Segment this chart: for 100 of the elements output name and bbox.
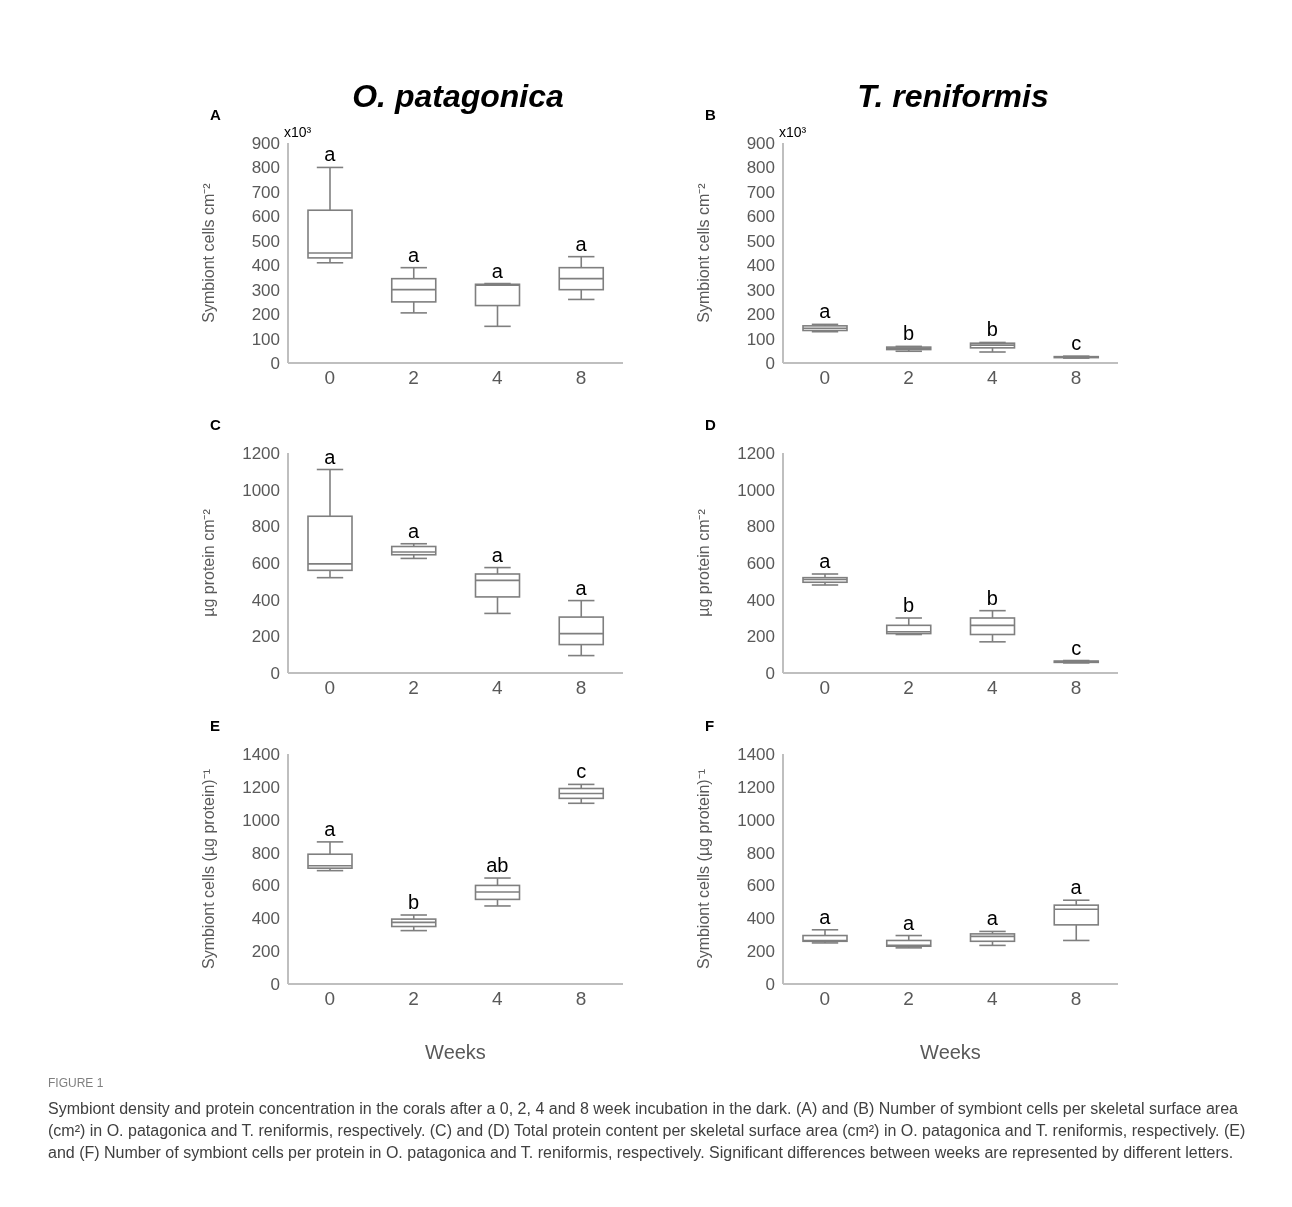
x-tick-label: 2	[903, 677, 914, 699]
x-tick-label: 4	[492, 677, 504, 699]
chart-title: T. reniformis	[856, 78, 1050, 115]
y-tick-label: 200	[746, 305, 775, 325]
y-tick-label: 700	[251, 182, 280, 202]
y-tick-label: 0	[765, 354, 775, 374]
y-tick-label: 500	[746, 231, 775, 251]
y-tick-label: 200	[251, 305, 280, 325]
y-tick-label: 0	[765, 975, 775, 995]
y-tick-label: 1400	[242, 745, 280, 765]
annotation: b	[986, 318, 998, 341]
y-tick-label: 400	[251, 590, 280, 610]
x-tick-label: 0	[819, 988, 831, 1010]
y-tick-label: 200	[251, 627, 280, 647]
y-axis-title: Symbiont cells (µg protein)⁻¹	[694, 768, 712, 970]
x-tick-label: 4	[492, 367, 504, 389]
annotation: a	[408, 243, 421, 266]
annotation: a	[903, 911, 916, 934]
annotation: c	[576, 760, 587, 783]
text: C	[210, 416, 221, 433]
y-tick-label: 300	[251, 280, 280, 300]
x-tick-label: 2	[408, 367, 419, 389]
annotation: a	[1070, 876, 1083, 899]
text: A	[210, 106, 221, 123]
y-tick-label: 600	[251, 554, 280, 574]
y-tick-label: 1200	[242, 777, 280, 797]
y-tick-label: 0	[270, 975, 280, 995]
text: E	[210, 717, 221, 734]
x-tick-label: 0	[324, 367, 336, 389]
annotation: a	[819, 905, 832, 928]
annotation: c	[1071, 636, 1082, 659]
x-tick-label: 8	[1070, 988, 1082, 1010]
y-tick-label: 200	[746, 942, 775, 962]
y-tick-label: 800	[251, 843, 280, 863]
annotation: b	[986, 586, 998, 609]
y-tick-label: 800	[746, 843, 775, 863]
y-axis-title: Symbiont cells (µg protein)⁻¹	[199, 768, 217, 970]
y-tick-label: 400	[746, 909, 775, 929]
annotation: b	[903, 322, 915, 345]
y-tick-label: 0	[765, 664, 775, 684]
y-tick-label: 800	[746, 158, 775, 178]
text: x10³	[284, 124, 312, 140]
y-tick-label: 100	[251, 329, 280, 349]
x-tick-label: 2	[903, 988, 914, 1010]
x-axis-title: Weeks	[425, 1041, 486, 1063]
y-tick-label: 400	[251, 256, 280, 276]
y-tick-label: 300	[746, 280, 775, 300]
text: x10³	[779, 124, 807, 140]
x-tick-label: 4	[987, 988, 999, 1010]
annotation: a	[491, 259, 504, 282]
y-tick-label: 800	[251, 158, 280, 178]
text: F	[705, 717, 715, 734]
y-tick-label: 1200	[737, 777, 775, 797]
text: B	[705, 106, 716, 123]
annotation: a	[324, 445, 337, 468]
text: Symbiont density and protein concentration in the corals after a 0, 2, 4 and 8 week incubation in the dark. (A) and (B) Number of symbiont cells per skeletal surface area (cm²) in O. patagonica and T. reniformis, respectively. (C) and (D) Total protein content per skeletal surface area (cm²) in O. patagonica and T. reniformis, respectively. (E) and (F) Number of symbiont cells per protein in O. patagonica and T. reniformis, respectively. Significant differences between weeks are represented by different letters.	[48, 1099, 1247, 1163]
annotation: a	[324, 817, 337, 840]
y-tick-label: 400	[746, 256, 775, 276]
annotation: b	[408, 891, 420, 913]
y-tick-label: 1000	[242, 810, 280, 830]
annotation: a	[575, 576, 588, 599]
y-tick-label: 800	[251, 517, 280, 537]
annotation: a	[324, 143, 337, 166]
x-tick-label: 4	[987, 677, 999, 699]
y-tick-label: 1400	[737, 745, 775, 765]
x-tick-label: 8	[575, 677, 587, 699]
y-tick-label: 200	[746, 627, 775, 647]
y-tick-label: 1200	[737, 444, 775, 464]
y-axis-title: Symbiont cells cm⁻²	[199, 182, 217, 323]
annotation: a	[986, 907, 999, 930]
y-tick-label: 1000	[737, 810, 775, 830]
y-tick-label: 1000	[242, 480, 280, 500]
y-axis-title: µg protein cm⁻²	[694, 508, 712, 617]
annotation: a	[819, 550, 832, 572]
y-tick-label: 0	[270, 664, 280, 684]
y-tick-label: 900	[251, 134, 280, 154]
y-tick-label: 600	[746, 876, 775, 896]
x-tick-label: 4	[492, 988, 504, 1010]
x-tick-label: 8	[575, 367, 587, 389]
y-tick-label: 500	[251, 231, 280, 251]
y-tick-label: 600	[746, 207, 775, 227]
x-axis-title: Weeks	[920, 1041, 981, 1063]
y-tick-label: 600	[251, 876, 280, 896]
annotation: a	[575, 232, 588, 255]
y-axis-title: µg protein cm⁻²	[199, 508, 217, 617]
annotation: a	[408, 519, 421, 542]
chart-title: O. patagonica	[351, 78, 565, 115]
x-tick-label: 8	[575, 988, 587, 1010]
x-tick-label: 2	[903, 367, 914, 389]
y-tick-label: 600	[746, 554, 775, 574]
y-tick-label: 1200	[242, 444, 280, 464]
x-tick-label: 2	[408, 677, 419, 699]
x-tick-label: 8	[1070, 677, 1082, 699]
annotation: a	[819, 300, 832, 323]
y-tick-label: 400	[251, 909, 280, 929]
text: D	[705, 416, 716, 433]
y-tick-label: 700	[746, 182, 775, 202]
y-tick-label: 100	[746, 329, 775, 349]
annotation: ab	[486, 854, 509, 877]
y-tick-label: 0	[270, 354, 280, 374]
